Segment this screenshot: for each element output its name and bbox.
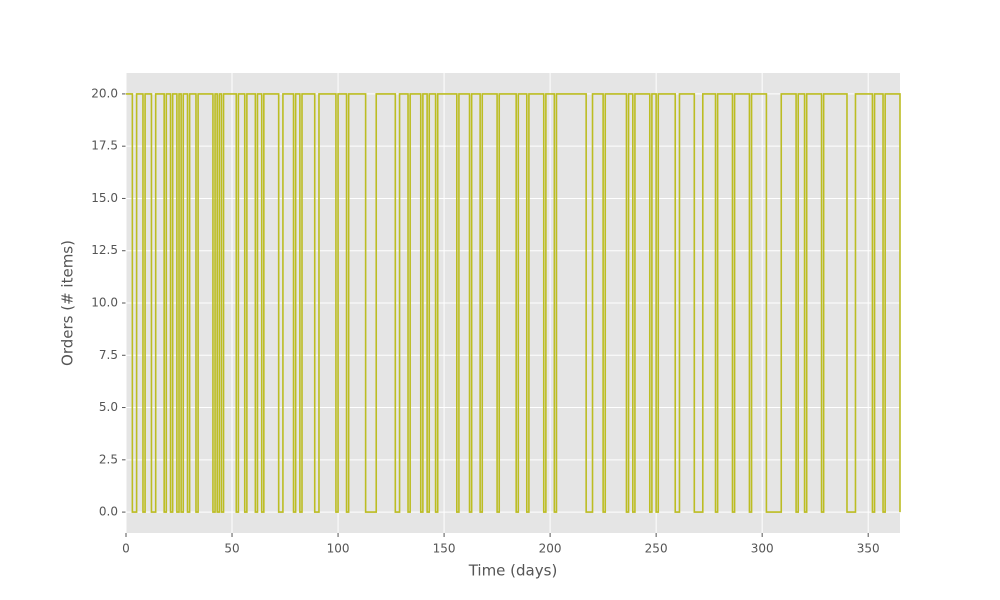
y-tick-label: 0.0	[99, 505, 118, 519]
x-tick-label: 350	[857, 542, 880, 556]
y-tick-label: 2.5	[99, 452, 118, 466]
x-tick-label: 0	[122, 542, 130, 556]
x-tick-label: 150	[433, 542, 456, 556]
y-axis-label: Orders (# items)	[59, 240, 77, 366]
x-tick-label: 250	[645, 542, 668, 556]
x-axis-label: Time (days)	[468, 562, 558, 580]
y-tick-label: 7.5	[99, 348, 118, 362]
y-tick-label: 20.0	[91, 86, 118, 100]
y-tick-label: 17.5	[91, 139, 118, 153]
x-tick-label: 100	[327, 542, 350, 556]
x-tick-label: 300	[751, 542, 774, 556]
y-tick-label: 15.0	[91, 191, 118, 205]
x-tick-label: 50	[224, 542, 239, 556]
y-tick-label: 12.5	[91, 243, 118, 257]
y-tick-label: 5.0	[99, 400, 118, 414]
x-tick-label: 200	[539, 542, 562, 556]
y-tick-label: 10.0	[91, 296, 118, 310]
step-line	[126, 93, 901, 513]
